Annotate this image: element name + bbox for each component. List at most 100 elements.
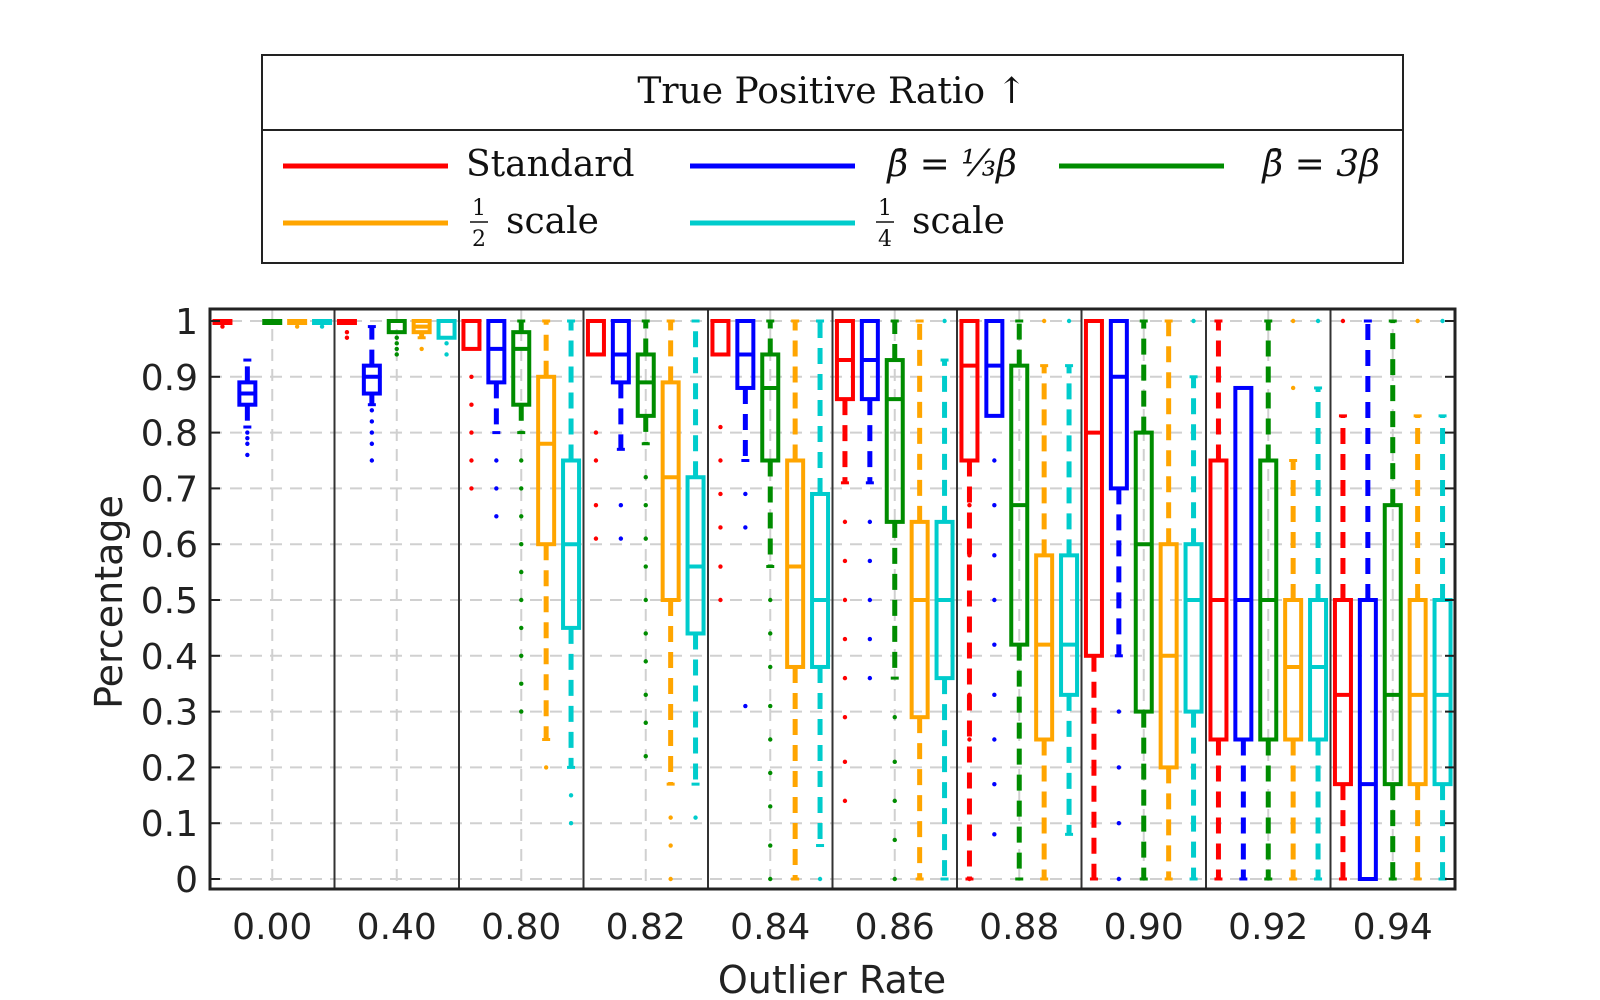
outlier-point xyxy=(469,430,474,435)
box-iqr xyxy=(1133,430,1154,714)
outlier-point xyxy=(718,525,723,530)
y-axis-label: Percentage xyxy=(87,495,131,709)
box-0-7 xyxy=(1083,319,1104,881)
outlier-point xyxy=(1041,318,1047,324)
outlier-point xyxy=(494,514,499,519)
outlier-point xyxy=(369,419,375,424)
outlier-point xyxy=(220,324,225,329)
outlier-point xyxy=(768,737,773,742)
box-4-3 xyxy=(685,319,706,820)
outlier-point xyxy=(992,737,997,742)
x-axis-label: Outlier Rate xyxy=(718,958,946,1000)
outlier-point xyxy=(245,452,250,458)
outlier-point xyxy=(469,402,474,407)
outlier-point xyxy=(519,514,524,519)
box-1-3 xyxy=(610,319,631,541)
outlier-point xyxy=(992,832,997,837)
outlier-point xyxy=(419,346,424,352)
x-tick-label: 0.90 xyxy=(1104,907,1184,948)
outlier-point xyxy=(967,781,972,787)
outlier-point xyxy=(1315,318,1321,324)
box-4-2 xyxy=(561,319,582,826)
y-tick-label: 1 xyxy=(175,302,198,343)
outlier-point xyxy=(768,703,773,709)
y-tick-label: 0.2 xyxy=(141,748,198,789)
legend-frac-num: 1 xyxy=(878,196,892,221)
outlier-point xyxy=(519,681,524,686)
legend-label: β̄ = ⅓β xyxy=(885,144,1017,185)
outlier-point xyxy=(369,441,375,446)
outlier-point xyxy=(867,675,873,681)
outlier-point xyxy=(1415,318,1420,324)
outlier-point xyxy=(867,597,873,603)
outlier-point xyxy=(718,564,723,569)
legend-frac-den: 2 xyxy=(472,227,486,252)
legend-entry: β̄ = ⅓β xyxy=(690,144,1017,185)
box-iqr xyxy=(660,380,681,602)
outlier-point xyxy=(693,815,698,820)
box-1-1 xyxy=(361,325,382,463)
legend-label: scale xyxy=(506,201,599,242)
box-4-4 xyxy=(810,319,831,882)
outlier-point xyxy=(768,804,773,809)
box-iqr xyxy=(959,319,980,463)
box-4-5 xyxy=(934,318,955,881)
outlier-point xyxy=(992,502,997,508)
box-iqr xyxy=(1183,542,1204,714)
legend-label: Standard xyxy=(466,144,635,185)
outlier-point xyxy=(992,692,997,698)
outlier-point xyxy=(718,491,723,497)
outlier-point xyxy=(344,335,350,340)
outlier-point xyxy=(842,714,848,720)
outlier-point xyxy=(967,832,972,837)
outlier-point xyxy=(519,709,524,714)
box-iqr xyxy=(1034,553,1055,742)
outlier-point xyxy=(593,536,599,541)
outlier-point xyxy=(842,636,848,642)
y-tick-label: 0.7 xyxy=(141,469,198,510)
outlier-point xyxy=(718,597,723,603)
outlier-point xyxy=(519,625,524,631)
outlier-point xyxy=(568,793,574,798)
y-tick-label: 0.5 xyxy=(141,581,198,622)
outlier-point xyxy=(593,502,599,508)
y-tick-label: 0 xyxy=(175,860,198,901)
outlier-point xyxy=(394,346,399,352)
box-0-8 xyxy=(1208,319,1229,881)
box-1-7 xyxy=(1108,319,1129,882)
x-tick-label: 0.84 xyxy=(730,907,810,948)
box-3-9 xyxy=(1407,318,1428,881)
outlier-point xyxy=(867,558,873,564)
outlier-point xyxy=(867,519,873,525)
outlier-point xyxy=(618,536,624,541)
outlier-point xyxy=(643,502,648,508)
outlier-point xyxy=(643,720,648,725)
box-0-9 xyxy=(1332,318,1353,881)
outlier-point xyxy=(519,486,524,491)
outlier-point xyxy=(519,653,524,658)
outlier-point xyxy=(992,553,997,558)
outlier-point xyxy=(643,536,648,541)
box-0-4 xyxy=(710,319,731,603)
box-2-8 xyxy=(1258,319,1279,881)
plot-area: 0 0.1 0.2 0.3 0.4 0.5 0.6 0.7 0.8 0.9 1 0.00 0.40 0.8… xyxy=(141,302,1457,948)
outlier-point xyxy=(643,564,648,569)
outlier-point xyxy=(817,876,823,882)
outlier-point xyxy=(543,765,549,770)
outlier-point xyxy=(842,597,848,603)
outlier-point xyxy=(842,519,848,525)
box-0-2 xyxy=(461,319,482,491)
legend-label: β̄ = 3β xyxy=(1260,144,1380,185)
box-1-6 xyxy=(984,319,1005,837)
outlier-point xyxy=(992,458,997,463)
legend-frac-den: 4 xyxy=(878,227,892,252)
x-tick-label: 0.94 xyxy=(1353,907,1433,948)
outlier-point xyxy=(643,597,648,603)
outlier-point xyxy=(718,424,723,430)
outlier-point xyxy=(942,318,947,324)
outlier-point xyxy=(469,458,474,463)
box-4-8 xyxy=(1308,318,1329,881)
box-2-5 xyxy=(884,319,905,882)
outlier-point xyxy=(668,815,673,820)
legend-entry: 1 2 scale xyxy=(283,196,599,252)
